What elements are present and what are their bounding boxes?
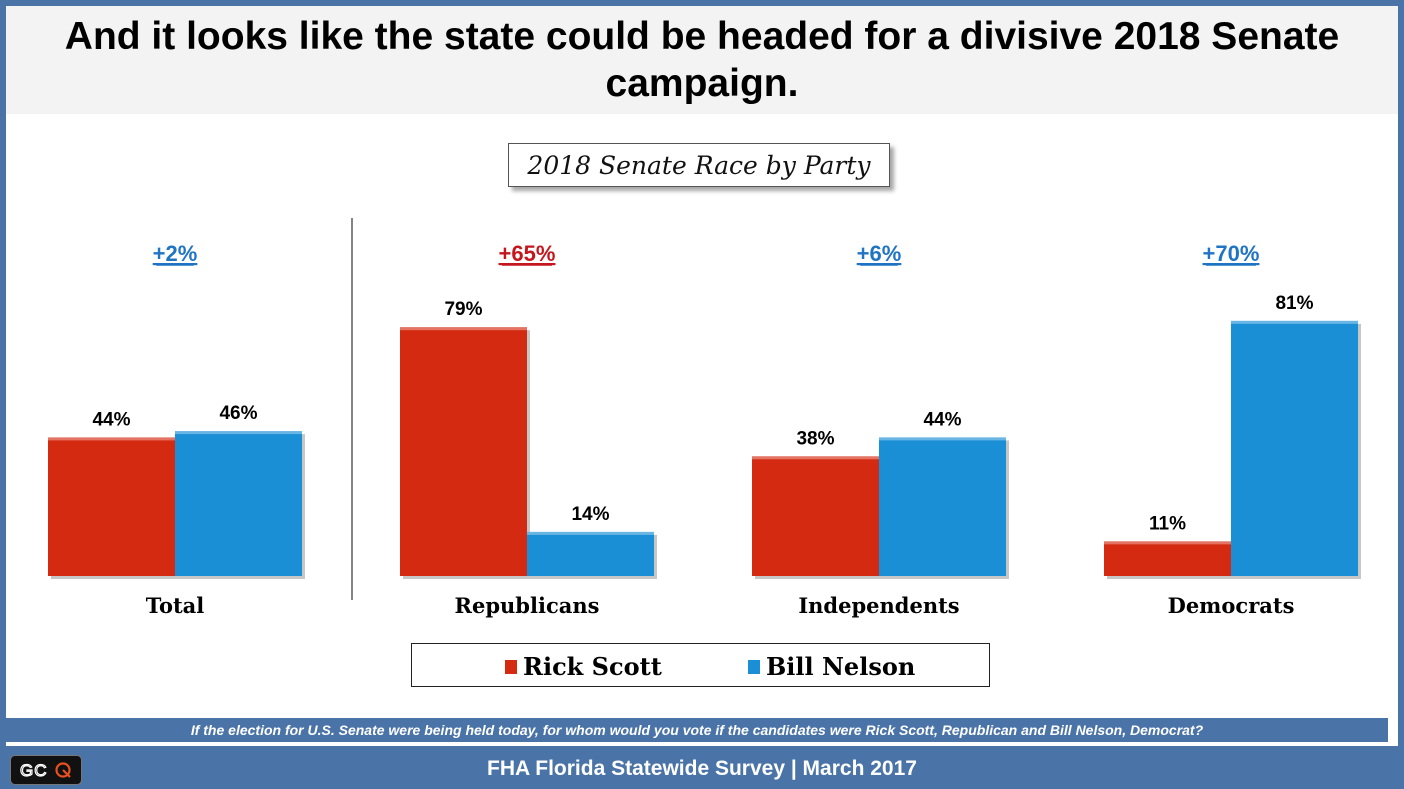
bar-scott-2	[752, 456, 879, 576]
category-label-3: Democrats	[1168, 593, 1295, 618]
data-label-nelson-1: 14%	[571, 504, 609, 525]
bar-highlight-nelson-0	[175, 431, 302, 435]
data-label-nelson-3: 81%	[1275, 293, 1313, 314]
margin-label-2: +6%	[857, 241, 902, 266]
category-label-0: Total	[146, 593, 205, 618]
legend-item-scott: Rick Scott	[505, 652, 662, 681]
survey-question: If the election for U.S. Senate were bei…	[6, 718, 1388, 742]
svg-text:GC: GC	[20, 761, 48, 780]
bar-highlight-scott-1	[400, 327, 527, 331]
bar-highlight-nelson-1	[527, 531, 654, 535]
bar-highlight-nelson-2	[879, 437, 1006, 441]
bar-highlight-scott-2	[752, 456, 879, 460]
legend-item-nelson: Bill Nelson	[748, 652, 915, 681]
data-label-nelson-2: 44%	[923, 409, 961, 430]
bar-scott-1	[400, 327, 527, 576]
footer-text: FHA Florida Statewide Survey | March 201…	[0, 748, 1404, 789]
data-label-scott-1: 79%	[444, 299, 482, 320]
data-label-scott-2: 38%	[796, 428, 834, 449]
bar-scott-3	[1104, 541, 1231, 576]
legend-swatch-scott	[505, 659, 517, 674]
slide-frame: And it looks like the state could be hea…	[6, 6, 1398, 746]
category-label-1: Republicans	[455, 593, 600, 618]
title-band: And it looks like the state could be hea…	[6, 6, 1398, 114]
chart-subtitle: 2018 Senate Race by Party	[508, 143, 890, 187]
bar-highlight-nelson-3	[1231, 320, 1358, 324]
margin-label-0: +2%	[153, 241, 198, 266]
gcq-logo-icon: GC	[19, 760, 71, 781]
data-label-nelson-0: 46%	[219, 403, 257, 424]
data-label-scott-0: 44%	[92, 409, 130, 430]
margin-label-3: +70%	[1203, 241, 1260, 266]
bar-highlight-scott-0	[48, 437, 175, 441]
gcq-logo: GC	[10, 755, 82, 785]
category-label-2: Independents	[798, 593, 959, 618]
slide-title: And it looks like the state could be hea…	[64, 15, 1340, 105]
bar-nelson-3	[1231, 320, 1358, 576]
bar-nelson-1	[527, 531, 654, 576]
data-label-scott-3: 11%	[1149, 513, 1186, 534]
margin-label-1: +65%	[499, 241, 556, 266]
legend-label-nelson: Bill Nelson	[766, 652, 916, 681]
bar-highlight-scott-3	[1104, 541, 1231, 545]
bar-nelson-0	[175, 431, 302, 576]
legend-label-scott: Rick Scott	[523, 652, 662, 681]
legend-swatch-nelson	[748, 659, 760, 674]
bar-scott-0	[48, 437, 175, 576]
bar-nelson-2	[879, 437, 1006, 576]
chart-legend: Rick Scott Bill Nelson	[411, 643, 990, 687]
